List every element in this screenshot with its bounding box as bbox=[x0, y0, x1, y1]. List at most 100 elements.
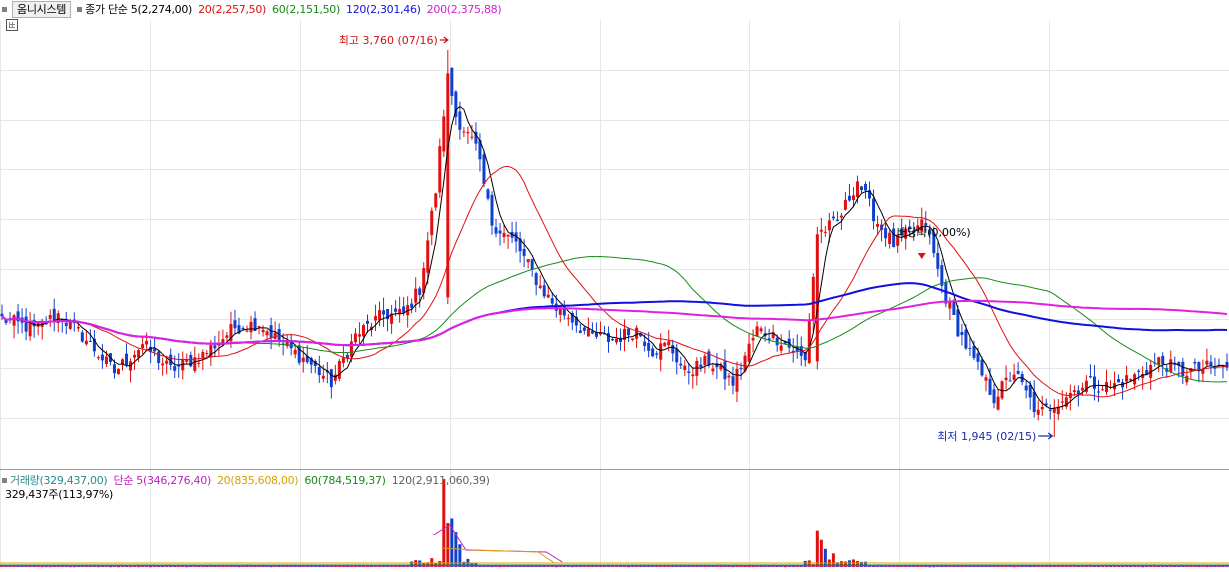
candle bbox=[28, 322, 32, 337]
volume-bar bbox=[137, 566, 141, 568]
candle bbox=[482, 154, 486, 184]
candle bbox=[438, 146, 442, 193]
candle bbox=[1205, 360, 1209, 365]
candle bbox=[868, 190, 872, 199]
candle bbox=[819, 229, 823, 232]
candle bbox=[924, 223, 928, 226]
candle bbox=[876, 223, 880, 227]
candle bbox=[281, 343, 285, 345]
candle bbox=[928, 229, 932, 235]
candle bbox=[446, 73, 450, 298]
candle bbox=[418, 288, 422, 295]
volume-bar bbox=[462, 561, 466, 567]
candle bbox=[1141, 373, 1145, 379]
candle bbox=[12, 315, 16, 326]
candle bbox=[904, 228, 908, 239]
volume-bar bbox=[928, 566, 932, 568]
candle bbox=[711, 368, 715, 372]
volume-bar bbox=[823, 548, 827, 567]
volume-bar bbox=[1137, 566, 1141, 568]
candle bbox=[586, 328, 590, 337]
candle bbox=[1024, 385, 1028, 391]
candle bbox=[908, 226, 912, 230]
candle bbox=[486, 189, 490, 199]
candle bbox=[900, 229, 904, 236]
candle bbox=[92, 338, 96, 352]
candle bbox=[1060, 401, 1064, 403]
volume-bar bbox=[498, 566, 502, 568]
candle bbox=[530, 259, 534, 270]
candle bbox=[241, 327, 245, 330]
candle bbox=[602, 333, 606, 335]
candle bbox=[518, 238, 522, 252]
candle bbox=[301, 357, 305, 362]
candle bbox=[96, 357, 100, 359]
candle bbox=[80, 332, 84, 342]
candle bbox=[1076, 390, 1080, 395]
candle bbox=[157, 351, 161, 363]
candle bbox=[169, 354, 173, 366]
candle bbox=[1177, 362, 1181, 366]
volume-bar bbox=[783, 566, 787, 568]
candle bbox=[727, 375, 731, 378]
volume-bar bbox=[570, 566, 574, 568]
candle bbox=[462, 131, 466, 133]
candle bbox=[116, 369, 120, 375]
candle bbox=[1012, 374, 1016, 381]
candle bbox=[1056, 406, 1060, 415]
candle bbox=[0, 313, 4, 317]
candle bbox=[112, 364, 116, 374]
grid-toggle-icon[interactable] bbox=[6, 19, 18, 31]
ma-line-200 bbox=[1, 299, 1228, 347]
candle bbox=[1036, 409, 1040, 415]
candle bbox=[414, 288, 418, 303]
candle bbox=[606, 332, 610, 342]
candle bbox=[426, 240, 430, 273]
candle bbox=[936, 252, 940, 269]
candle bbox=[647, 342, 651, 351]
candle bbox=[56, 313, 60, 324]
candle bbox=[450, 67, 454, 97]
volume-bar bbox=[438, 561, 442, 567]
candle bbox=[197, 362, 201, 364]
candle bbox=[1213, 367, 1217, 369]
candle bbox=[771, 332, 775, 339]
volume-bar bbox=[116, 566, 120, 568]
volume-bar bbox=[1109, 566, 1113, 568]
candle bbox=[892, 228, 896, 248]
candle bbox=[940, 265, 944, 286]
candle bbox=[120, 359, 124, 364]
candle bbox=[542, 285, 546, 297]
volume-bar bbox=[414, 560, 418, 567]
legend-vol-ma5: 단순 5(346,276,40) bbox=[113, 474, 211, 487]
candle bbox=[1193, 362, 1197, 364]
candle bbox=[952, 301, 956, 316]
high-annotation: 최고 3,760 (07/16) bbox=[339, 34, 438, 47]
candle bbox=[831, 216, 835, 219]
candle bbox=[398, 308, 402, 315]
candle bbox=[691, 374, 695, 377]
volume-bar bbox=[446, 523, 450, 567]
candle bbox=[229, 324, 233, 342]
volume-bar bbox=[454, 532, 458, 567]
candle bbox=[1145, 370, 1149, 375]
candle bbox=[1161, 355, 1165, 365]
candle bbox=[1044, 403, 1048, 406]
candle bbox=[847, 195, 851, 201]
candle bbox=[980, 359, 984, 376]
candle bbox=[550, 298, 554, 304]
candle bbox=[739, 368, 743, 370]
volume-bar bbox=[815, 530, 819, 567]
stock-name-button[interactable]: 옴니시스템 bbox=[12, 0, 72, 18]
volume-bar bbox=[185, 566, 189, 568]
volume-bar bbox=[807, 560, 811, 567]
candle bbox=[948, 301, 952, 309]
candle bbox=[687, 371, 691, 374]
candle bbox=[570, 312, 574, 323]
candle bbox=[795, 346, 799, 352]
volume-bar bbox=[1100, 566, 1104, 568]
candle bbox=[297, 345, 301, 363]
legend-vol-ma20: 20(835,608,00) bbox=[216, 473, 299, 487]
candle bbox=[249, 321, 253, 333]
